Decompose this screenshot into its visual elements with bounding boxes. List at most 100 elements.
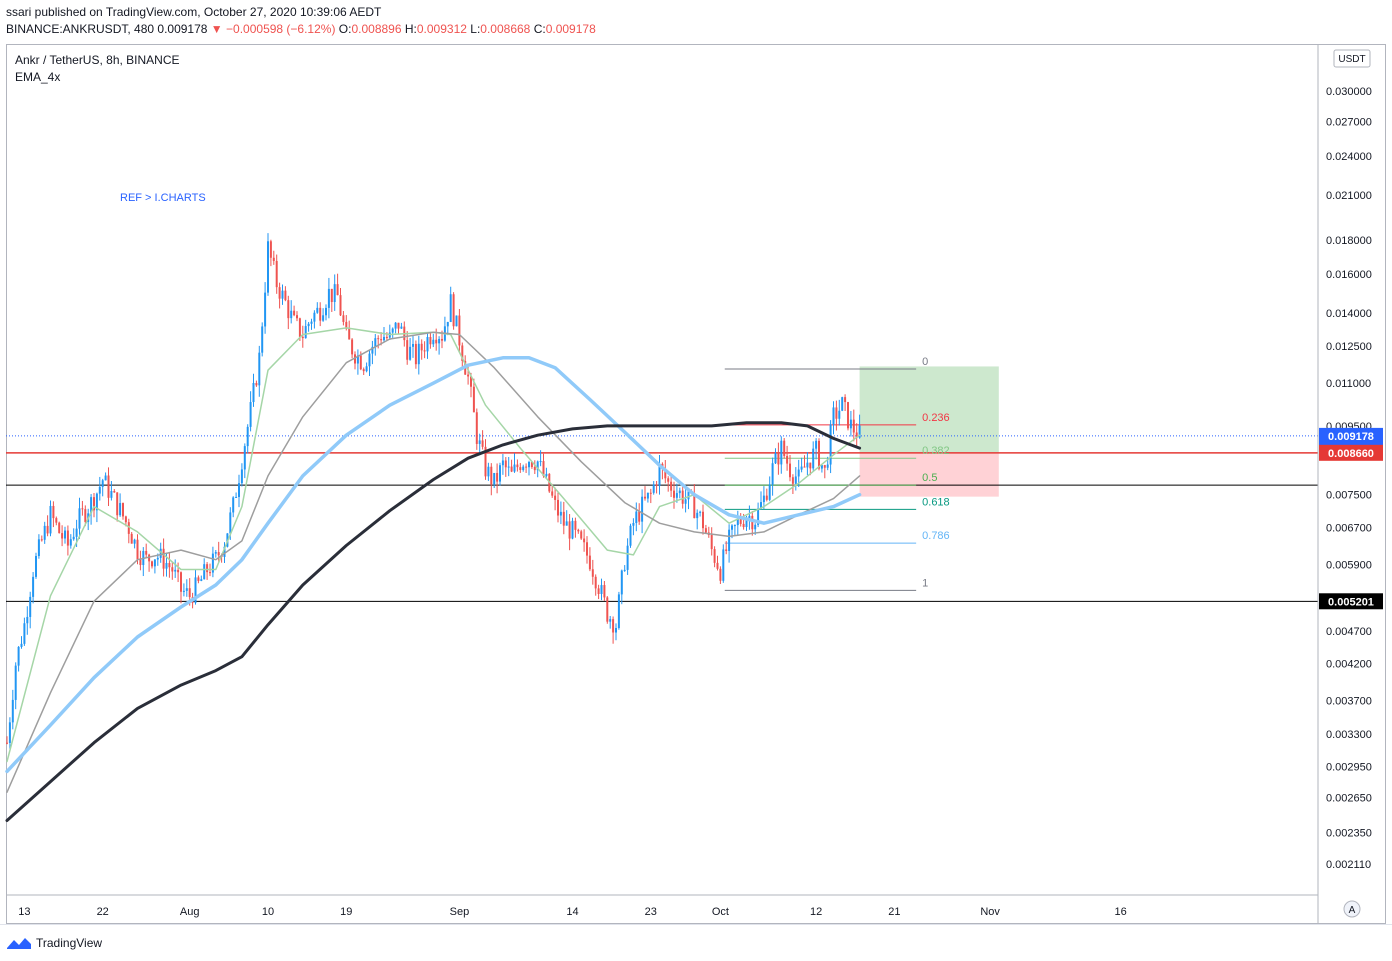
candle-body	[258, 352, 261, 386]
candle-body	[423, 350, 426, 352]
candle-body	[46, 525, 49, 534]
candle-body	[246, 426, 249, 447]
candle-body	[327, 288, 330, 308]
y-tick-label: 0.018000	[1326, 235, 1372, 247]
candle-body	[797, 469, 800, 477]
y-tick-label: 0.003300	[1326, 729, 1372, 741]
high-value: 0.009312	[416, 22, 467, 36]
candle-body	[93, 497, 95, 511]
candle-body	[559, 511, 562, 516]
candle-body	[98, 486, 101, 494]
candle-body	[568, 521, 571, 539]
candle-body	[6, 742, 8, 744]
high-label: H:	[404, 22, 417, 36]
candle-body	[319, 307, 322, 321]
price-change: −0.000598 (−6.12%)	[226, 22, 336, 36]
legend-symbol: Ankr / TetherUS, 8h, BINANCE	[15, 53, 180, 67]
x-tick-label: 23	[645, 906, 657, 918]
candle-body	[206, 564, 209, 573]
candle-body	[269, 241, 272, 258]
candle-body	[217, 552, 220, 556]
currency-badge[interactable]	[1333, 49, 1371, 68]
candle-body	[153, 559, 156, 567]
candle-body	[11, 699, 14, 723]
price-tag-label: 0.008660	[1328, 448, 1374, 460]
candle-body	[55, 518, 58, 523]
candle-body	[66, 530, 69, 546]
candle-body	[838, 410, 841, 419]
candle-body	[615, 628, 617, 633]
fib-level-label: 0.5	[922, 472, 937, 484]
candle-body	[229, 512, 232, 534]
candle-body	[255, 383, 258, 386]
x-tick-label: 22	[97, 906, 109, 918]
candle-body	[554, 495, 557, 500]
position-stop-zone[interactable]	[859, 452, 999, 497]
candle-body	[731, 525, 733, 530]
candle-body	[194, 577, 197, 603]
candle-body	[829, 424, 832, 465]
candle-body	[127, 522, 130, 534]
candle-body	[655, 484, 658, 486]
candle-body	[803, 466, 806, 468]
candle-body	[536, 461, 539, 471]
candle-body	[391, 328, 394, 333]
candle-body	[409, 346, 412, 360]
x-tick-label: 21	[888, 906, 900, 918]
candle-body	[644, 496, 646, 499]
candle-body	[90, 497, 93, 514]
candle-body	[771, 463, 774, 485]
footer: TradingView	[6, 933, 102, 953]
candle-body	[571, 520, 574, 539]
candle-body	[35, 556, 37, 577]
candle-body	[539, 461, 542, 463]
candle-body	[348, 328, 351, 340]
candle-body	[681, 490, 684, 504]
candle-body	[646, 492, 649, 499]
x-tick-label: Nov	[980, 906, 1000, 918]
candle-body	[168, 562, 171, 568]
candle-body	[699, 511, 702, 513]
candle-body	[687, 491, 690, 500]
candle-body	[835, 407, 838, 419]
candle-body	[385, 336, 388, 338]
candle-body	[791, 477, 794, 484]
candle-body	[713, 549, 716, 563]
ema-line[interactable]	[5, 356, 862, 774]
candle-body	[119, 503, 122, 516]
open-value: 0.008896	[351, 22, 402, 36]
candle-body	[307, 323, 310, 327]
position-target-zone[interactable]	[859, 366, 999, 453]
candle-body	[383, 336, 385, 341]
candle-body	[858, 425, 861, 438]
candle-body	[316, 307, 319, 313]
candle-body	[733, 525, 736, 527]
candle-body	[261, 326, 264, 353]
candle-body	[171, 567, 174, 572]
ema-line[interactable]	[5, 421, 862, 822]
legend-indicator[interactable]: EMA_4x	[15, 70, 60, 84]
candle-body	[519, 467, 522, 470]
candle-body	[849, 419, 852, 429]
candle-body	[40, 539, 43, 541]
x-tick-label: 12	[810, 906, 822, 918]
x-tick-label: 13	[18, 906, 30, 918]
candle-body	[612, 619, 615, 633]
chart-frame[interactable]	[6, 44, 1386, 924]
candle-body	[64, 530, 66, 539]
candle-body	[412, 343, 414, 347]
candle-body	[670, 481, 673, 491]
candle-body	[296, 315, 298, 319]
candle-body	[284, 290, 287, 301]
candle-body	[774, 453, 777, 464]
ema-line[interactable]	[6, 331, 861, 793]
x-tick-label: Oct	[712, 906, 729, 918]
candle-body	[844, 397, 847, 403]
candle-body	[235, 496, 238, 498]
candle-body	[32, 576, 35, 597]
candle-body	[397, 322, 400, 329]
auto-scale-button[interactable]	[1343, 900, 1361, 918]
candle-body	[635, 511, 638, 523]
candle-body	[588, 555, 591, 570]
